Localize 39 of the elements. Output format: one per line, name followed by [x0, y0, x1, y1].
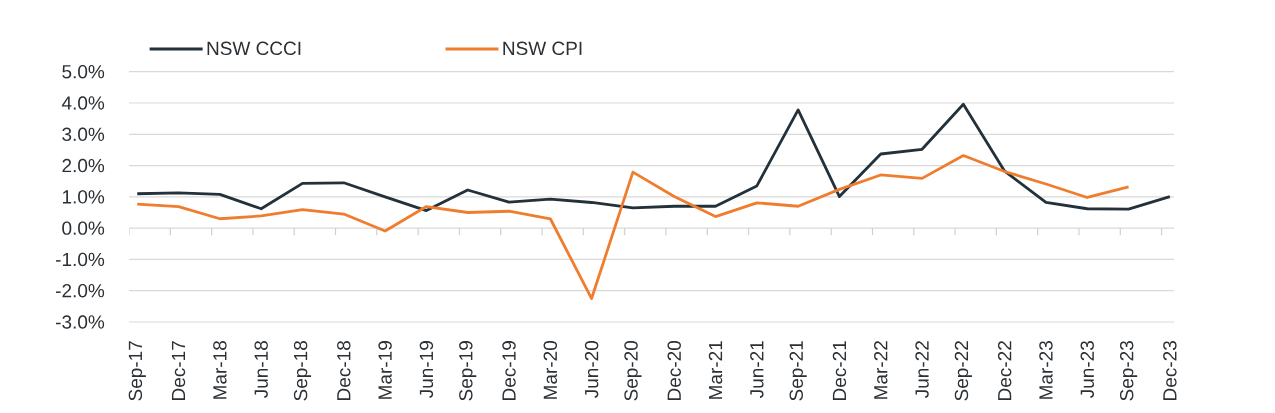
legend-label: NSW CCCI [207, 41, 301, 56]
x-tick-label: Sep-18 [293, 341, 312, 401]
x-tick-label: Mar-22 [874, 341, 888, 399]
x-tick-label: Dec-19 [502, 341, 516, 400]
x-tick-label: Dec-17 [171, 341, 186, 400]
x-tick-label: Sep-17 [128, 341, 146, 401]
x-tick-label: Jun-19 [419, 341, 434, 398]
x-tick-label: Mar-19 [378, 341, 392, 399]
line-series [135, 154, 1130, 300]
x-tick-label: Jun-18 [254, 341, 268, 398]
x-tick-label: Sep-19 [459, 341, 477, 401]
x-tick-label: Jun-20 [584, 340, 599, 398]
x-tick-label: Sep-22 [954, 341, 972, 401]
y-tick-label: 1.0% [62, 190, 105, 204]
x-tick-label: Jun-21 [750, 341, 764, 398]
x-tick-label: Dec-23 [1163, 341, 1177, 400]
x-tick-label: Mar-23 [1039, 341, 1053, 399]
x-tick-label: Sep-21 [789, 341, 807, 401]
x-tick-label: Dec-18 [337, 341, 351, 400]
y-tick-label: 4.0% [61, 96, 105, 110]
x-tick-label: Mar-20 [543, 340, 558, 399]
y-tick-label: -3.0% [56, 315, 105, 329]
y-tick-label: 5.0% [62, 64, 105, 79]
y-tick-label: 2.0% [62, 158, 105, 173]
y-tick-label: 3.0% [62, 127, 105, 142]
line-series [135, 102, 1172, 213]
x-tick-label: Sep-20 [624, 340, 642, 401]
x-tick-label: Dec-20 [667, 340, 681, 400]
x-tick-label: Dec-21 [832, 341, 847, 400]
legend-label: NSW CPI [503, 41, 582, 56]
x-tick-label: Jun-23 [1080, 341, 1094, 398]
x-tick-label: Mar-21 [708, 341, 723, 399]
x-tick-label: Dec-22 [997, 341, 1012, 400]
x-tick-label: Sep-23 [1119, 341, 1138, 401]
x-tick-label: Mar-18 [213, 341, 227, 399]
y-tick-label: -1.0% [56, 252, 105, 267]
y-tick-label: 0.0% [62, 221, 105, 235]
x-tick-label: Jun-22 [915, 341, 929, 398]
y-tick-label: -2.0% [56, 283, 105, 298]
